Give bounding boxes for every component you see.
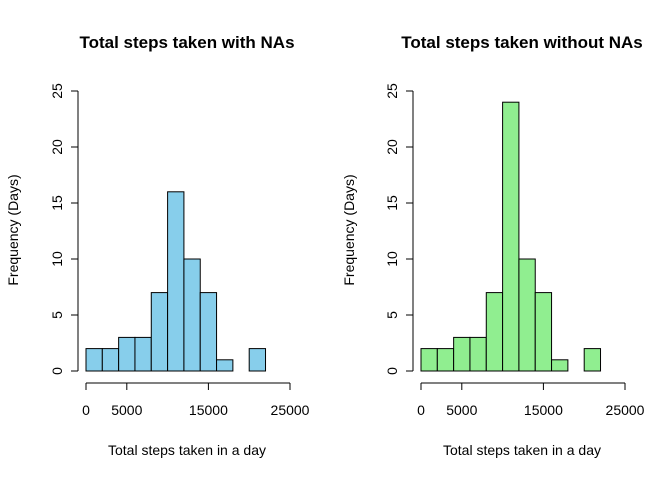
- x-tick-label: 15000: [189, 402, 228, 418]
- y-tick-label: 10: [49, 251, 65, 267]
- histogram-bar: [420, 348, 438, 372]
- histogram-bar: [199, 292, 218, 372]
- histogram-bar: [85, 348, 103, 372]
- x-axis: 0 5000 15000 25000: [417, 382, 645, 418]
- y-tick-label: 10: [384, 251, 400, 267]
- y-tick-label: 15: [49, 195, 65, 211]
- x-tick-label: 25000: [606, 402, 645, 418]
- x-tick-label: 5000: [446, 402, 477, 418]
- y-axis: 0 5 10 15 20 25: [384, 83, 414, 375]
- y-tick-label: 5: [49, 311, 65, 319]
- histogram-bar: [534, 292, 553, 372]
- histogram-bar: [436, 348, 455, 372]
- y-tick-label: 20: [384, 139, 400, 155]
- histogram-bar: [248, 348, 267, 372]
- x-tick-label: 0: [82, 402, 90, 418]
- histogram-bar: [118, 336, 136, 372]
- histogram-bar: [183, 258, 201, 372]
- histogram-bar: [551, 359, 569, 372]
- histogram-bar: [502, 101, 520, 372]
- histogram-bar: [101, 348, 120, 372]
- y-tick-label: 25: [384, 83, 400, 99]
- y-axis-label: Frequency (Days): [341, 174, 357, 285]
- x-axis-label: Total steps taken in a day: [443, 442, 601, 458]
- x-tick-label: 15000: [524, 402, 563, 418]
- x-tick-label: 5000: [111, 402, 142, 418]
- y-axis: 0 5 10 15 20 25: [49, 83, 79, 375]
- histogram-bar: [216, 359, 234, 372]
- chart-title: Total steps taken with NAs: [79, 33, 294, 52]
- histogram-bar: [453, 336, 471, 372]
- y-tick-label: 5: [384, 311, 400, 319]
- histogram-panel-with-nas: Total steps taken with NAs Frequency (Da…: [5, 33, 310, 458]
- y-tick-label: 0: [49, 367, 65, 375]
- histogram-bar: [150, 292, 169, 372]
- histogram-bar: [518, 258, 536, 372]
- bars-group: [420, 101, 602, 372]
- histogram-bar: [469, 336, 487, 372]
- y-tick-label: 25: [49, 83, 65, 99]
- histogram-bar: [485, 292, 504, 372]
- histogram-panel-without-nas: Total steps taken without NAs Frequency …: [341, 33, 645, 458]
- y-tick-label: 20: [49, 139, 65, 155]
- chart-title: Total steps taken without NAs: [401, 33, 643, 52]
- y-axis-label: Frequency (Days): [5, 174, 21, 285]
- x-axis-label: Total steps taken in a day: [108, 442, 266, 458]
- histogram-bar: [167, 191, 185, 372]
- histogram-bar: [583, 348, 602, 372]
- x-tick-label: 0: [417, 402, 425, 418]
- bars-group: [85, 191, 267, 372]
- x-tick-label: 25000: [271, 402, 310, 418]
- histogram-bar: [134, 336, 152, 372]
- y-tick-label: 15: [384, 195, 400, 211]
- x-axis: 0 5000 15000 25000: [82, 382, 310, 418]
- y-tick-label: 0: [384, 367, 400, 375]
